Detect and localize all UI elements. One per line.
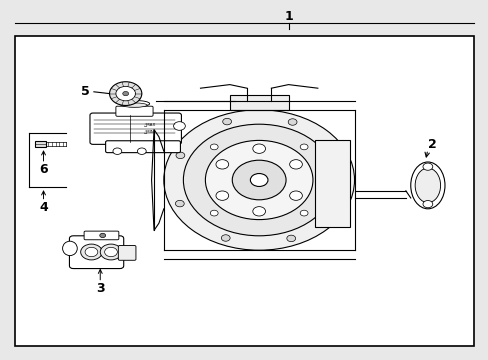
Circle shape bbox=[173, 122, 185, 130]
FancyBboxPatch shape bbox=[118, 246, 136, 260]
Ellipse shape bbox=[414, 168, 440, 203]
Circle shape bbox=[175, 201, 184, 207]
Ellipse shape bbox=[119, 100, 149, 107]
Ellipse shape bbox=[410, 162, 444, 209]
Circle shape bbox=[289, 191, 302, 201]
FancyBboxPatch shape bbox=[105, 141, 180, 153]
FancyBboxPatch shape bbox=[69, 236, 123, 269]
Text: 6: 6 bbox=[39, 163, 48, 176]
Circle shape bbox=[210, 210, 218, 216]
Circle shape bbox=[333, 153, 342, 159]
Circle shape bbox=[210, 144, 218, 150]
Text: △MIN: △MIN bbox=[144, 129, 155, 134]
FancyBboxPatch shape bbox=[116, 106, 153, 116]
Circle shape bbox=[216, 191, 228, 200]
Circle shape bbox=[287, 119, 296, 125]
Circle shape bbox=[330, 209, 339, 216]
Circle shape bbox=[85, 247, 98, 257]
Circle shape bbox=[183, 124, 334, 236]
Circle shape bbox=[163, 110, 354, 250]
Circle shape bbox=[286, 235, 295, 242]
Circle shape bbox=[137, 148, 146, 154]
Circle shape bbox=[252, 144, 265, 153]
Circle shape bbox=[81, 244, 102, 260]
Bar bbox=[15, 36, 473, 346]
Circle shape bbox=[100, 244, 122, 260]
Circle shape bbox=[289, 160, 302, 169]
Circle shape bbox=[116, 86, 135, 101]
Ellipse shape bbox=[122, 103, 147, 107]
FancyBboxPatch shape bbox=[229, 95, 288, 110]
Text: 2: 2 bbox=[427, 138, 436, 150]
Circle shape bbox=[222, 118, 231, 125]
Circle shape bbox=[176, 152, 184, 159]
Circle shape bbox=[232, 160, 285, 200]
Circle shape bbox=[216, 160, 228, 169]
FancyBboxPatch shape bbox=[35, 141, 46, 147]
Circle shape bbox=[422, 201, 432, 208]
Circle shape bbox=[100, 233, 105, 238]
FancyBboxPatch shape bbox=[84, 231, 119, 240]
Ellipse shape bbox=[62, 241, 77, 256]
FancyBboxPatch shape bbox=[315, 140, 349, 227]
FancyBboxPatch shape bbox=[90, 113, 181, 144]
Circle shape bbox=[252, 207, 265, 216]
Circle shape bbox=[333, 201, 342, 208]
Circle shape bbox=[330, 152, 339, 158]
Circle shape bbox=[109, 82, 142, 105]
Circle shape bbox=[325, 148, 343, 161]
Circle shape bbox=[104, 247, 117, 257]
Circle shape bbox=[325, 206, 343, 219]
Circle shape bbox=[205, 140, 312, 220]
Circle shape bbox=[422, 163, 432, 170]
Text: △MAX: △MAX bbox=[144, 122, 156, 126]
Circle shape bbox=[221, 235, 230, 241]
Text: 5: 5 bbox=[81, 85, 90, 98]
Circle shape bbox=[250, 174, 267, 186]
Circle shape bbox=[300, 210, 307, 216]
Circle shape bbox=[122, 91, 128, 96]
Circle shape bbox=[300, 144, 307, 150]
Circle shape bbox=[113, 148, 122, 154]
Text: 3: 3 bbox=[96, 282, 104, 294]
Text: 4: 4 bbox=[39, 201, 48, 213]
Text: 1: 1 bbox=[284, 10, 292, 23]
